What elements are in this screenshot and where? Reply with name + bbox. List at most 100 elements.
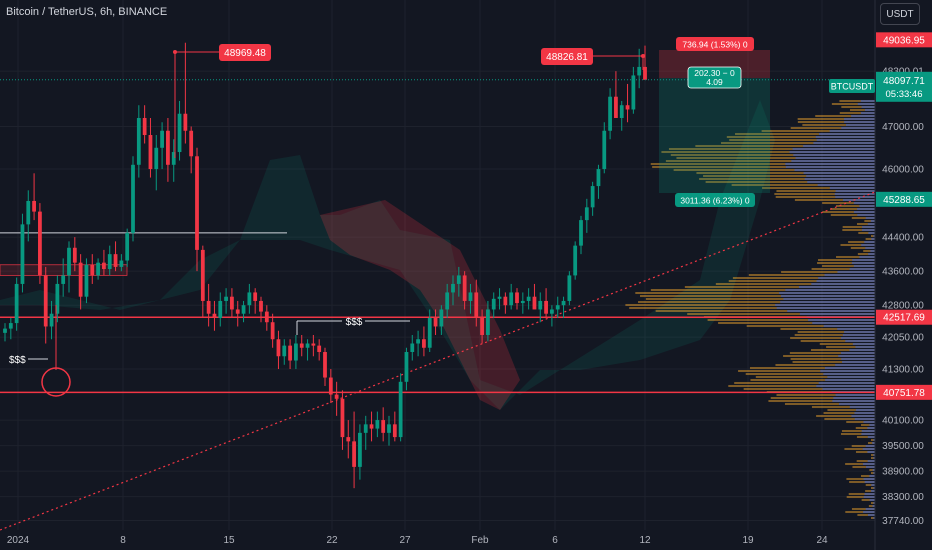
level-45288-bg bbox=[876, 191, 932, 207]
candle-body bbox=[78, 262, 83, 297]
high-label-right: 48826.81 bbox=[546, 52, 588, 63]
candle-body bbox=[247, 292, 252, 306]
level-45288-label: 45288.65 bbox=[883, 195, 925, 206]
currency-button[interactable]: USDT bbox=[880, 3, 920, 25]
x-tick-label: Feb bbox=[471, 535, 489, 546]
candle-body bbox=[125, 232, 130, 261]
position-entry-ratio: 4.09 bbox=[706, 77, 723, 87]
candle-body bbox=[503, 296, 508, 306]
candle-body bbox=[154, 147, 159, 170]
candle-body bbox=[67, 247, 71, 276]
position-stop-label: 736.94 (1.53%) 0 bbox=[682, 40, 747, 50]
x-tick-label: 12 bbox=[639, 535, 651, 546]
candle-body bbox=[474, 292, 479, 318]
current-price-bg bbox=[876, 71, 932, 102]
candle-body bbox=[96, 262, 100, 276]
x-tick-label: 8 bbox=[120, 535, 126, 546]
candle-body bbox=[643, 66, 647, 80]
symbol-badge: BTCUSDT bbox=[831, 82, 874, 92]
symbol-badge-bg bbox=[829, 79, 875, 93]
ichimoku-cloud bbox=[0, 100, 775, 410]
candle-body bbox=[200, 249, 205, 301]
long-position-tool bbox=[659, 50, 770, 193]
x-tick-label: 2024 bbox=[7, 535, 30, 546]
candle-body bbox=[590, 186, 595, 208]
candle-body bbox=[486, 309, 490, 335]
y-tick-label: 47000.00 bbox=[882, 122, 924, 133]
candle-body bbox=[410, 343, 415, 353]
candle-body bbox=[614, 96, 618, 118]
cloud-green bbox=[0, 100, 775, 410]
candle-body bbox=[468, 292, 473, 301]
annotations: 48969.48 48826.81 $$$ $$$ 736.94 (1.53%) 0 20… bbox=[0, 37, 875, 397]
candle-body bbox=[282, 345, 287, 357]
y-tick-label: 40100.00 bbox=[882, 416, 924, 427]
y-tick-label: 38900.00 bbox=[882, 467, 924, 478]
candle-body bbox=[358, 432, 362, 467]
price-axis: 20248152227Feb612192448300.0147000.00460… bbox=[7, 0, 932, 550]
candle-body bbox=[567, 275, 572, 301]
candle-body bbox=[84, 264, 89, 297]
candle-body bbox=[189, 130, 194, 157]
candle-body bbox=[305, 343, 310, 348]
x-tick-label: 15 bbox=[223, 535, 235, 546]
candle-body bbox=[625, 105, 630, 110]
level-42517-label: 42517.69 bbox=[883, 313, 925, 324]
candle-body bbox=[433, 317, 438, 327]
candle-body bbox=[206, 300, 211, 314]
candle-body bbox=[334, 394, 339, 399]
candle-body bbox=[422, 339, 426, 348]
candle-body bbox=[637, 66, 642, 76]
position-target-label-bg bbox=[675, 193, 755, 207]
candle-body bbox=[340, 398, 345, 438]
candle-body bbox=[520, 300, 525, 304]
candle-body bbox=[352, 441, 356, 467]
x-tick-label: 22 bbox=[326, 535, 338, 546]
candle-body bbox=[596, 169, 601, 187]
candle-body bbox=[451, 283, 455, 293]
candle-body bbox=[131, 164, 135, 233]
candle-body bbox=[276, 339, 281, 357]
candle-body bbox=[14, 283, 19, 324]
y-tick-label: 46000.00 bbox=[882, 165, 924, 176]
candle-body bbox=[445, 292, 450, 310]
y-tick-label: 42050.00 bbox=[882, 333, 924, 344]
level-49036-bg bbox=[876, 32, 932, 48]
candle-body bbox=[224, 296, 228, 301]
candle-body bbox=[480, 317, 484, 335]
candle-body bbox=[8, 323, 13, 329]
candle-body bbox=[544, 300, 548, 314]
candle-body bbox=[136, 117, 141, 165]
liquidity-label-left: $$$ bbox=[9, 355, 26, 366]
candle-body bbox=[195, 156, 199, 250]
candle-body bbox=[38, 211, 42, 276]
candle-body bbox=[427, 317, 432, 348]
candle-body bbox=[166, 130, 170, 165]
position-entry-label: 202.30 − 0 bbox=[694, 68, 735, 78]
candle-body bbox=[253, 292, 258, 301]
position-target-zone bbox=[659, 78, 770, 193]
candle-body bbox=[387, 424, 391, 433]
candle-body bbox=[148, 135, 153, 170]
candle-body bbox=[288, 345, 292, 361]
candle-body bbox=[113, 254, 118, 267]
candle-body bbox=[160, 130, 164, 148]
candle-body bbox=[509, 292, 514, 306]
candle-body bbox=[631, 75, 636, 110]
candle-body bbox=[392, 424, 397, 438]
cloud-red bbox=[320, 200, 520, 410]
candle-body bbox=[602, 130, 607, 170]
y-tick-label: 37740.00 bbox=[882, 516, 924, 527]
candle-body bbox=[462, 275, 467, 301]
candle-body bbox=[264, 311, 269, 323]
candle-body bbox=[328, 377, 333, 395]
candle-body bbox=[439, 309, 444, 327]
candle-body bbox=[346, 437, 351, 442]
candlesticks bbox=[3, 42, 647, 489]
level-40751-bg bbox=[876, 384, 932, 400]
candle-body bbox=[183, 113, 188, 131]
trend-line bbox=[0, 191, 876, 531]
candle-body bbox=[363, 424, 368, 433]
candle-body bbox=[212, 313, 217, 318]
